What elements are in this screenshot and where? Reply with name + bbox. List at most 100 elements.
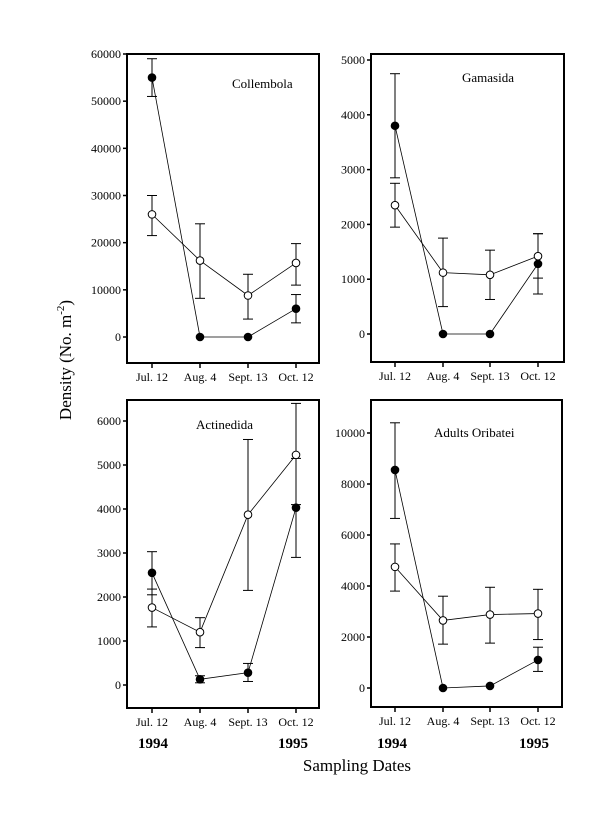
data-point-filled: [438, 329, 448, 339]
x-tick-label: Oct. 12: [278, 370, 313, 384]
x-tick-label: Sept. 13: [470, 714, 509, 728]
series-line-open: [151, 214, 297, 296]
data-point-open: [390, 200, 400, 210]
x-tick-label: Sept. 13: [228, 715, 267, 729]
y-axis-title-main: Density (No. m: [56, 315, 75, 420]
data-point-open: [147, 603, 157, 612]
data-point-open: [485, 270, 495, 280]
year-label-1994-left: 1994: [138, 736, 169, 752]
y-tick-label: 30000: [91, 189, 121, 203]
y-tick-label: 5000: [97, 458, 121, 472]
x-tick-label: Oct. 12: [520, 369, 555, 383]
y-tick-label: 0: [359, 327, 365, 341]
panel-gamasida: 0 1000 2000 3000 4000 5000 Jul. 12 Aug. 4 Sept. …: [341, 53, 565, 383]
series-line-filled: [394, 469, 539, 689]
year-label-1995-right: 1995: [519, 736, 549, 752]
y-tick-label: 0: [359, 681, 365, 695]
data-point-open: [243, 510, 253, 520]
y-tick-label: 10000: [91, 283, 121, 297]
plot-frame: [126, 399, 320, 709]
data-point-filled: [243, 668, 253, 677]
series-line-open: [394, 204, 539, 276]
y-tick-label: 5000: [341, 53, 365, 67]
series-line-open: [151, 454, 297, 633]
y-tick-label: 6000: [97, 414, 121, 428]
data-point-filled: [147, 73, 157, 82]
data-point-filled: [195, 332, 205, 342]
x-tick-label: Jul. 12: [379, 369, 411, 383]
data-point-open: [533, 609, 543, 618]
data-point-filled: [533, 655, 543, 665]
y-tick-label: 2000: [97, 590, 121, 604]
x-tick-label: Sept. 13: [470, 369, 509, 383]
series-line-filled: [151, 77, 297, 338]
data-point-open: [291, 450, 301, 460]
series-line-filled: [151, 507, 297, 680]
y-axis-title-sup: -2: [55, 306, 67, 315]
y-tick-label: 1000: [341, 272, 365, 286]
panel-title: Collembola: [232, 76, 293, 91]
x-tick-label: Jul. 12: [379, 714, 411, 728]
panel-title: Actinedida: [196, 417, 253, 432]
data-point-open: [291, 258, 301, 268]
y-axis-title-close: ): [56, 300, 75, 306]
data-point-open: [195, 256, 205, 265]
x-tick-label: Jul. 12: [136, 715, 168, 729]
panel-title: Adults Oribatei: [434, 425, 515, 440]
y-tick-label: 3000: [341, 163, 365, 177]
y-tick-label: 4000: [97, 502, 121, 516]
x-tick-label: Jul. 12: [136, 370, 168, 384]
data-point-open: [533, 251, 543, 261]
data-point-open: [438, 268, 448, 277]
plot-frame: [370, 399, 563, 708]
y-tick-label: 4000: [341, 579, 365, 593]
data-point-filled: [485, 329, 495, 339]
panel-adults-oribatei: 0 2000 4000 6000 8000 10000 Jul. 12 Aug. 4 Sept.…: [335, 399, 563, 728]
data-point-filled: [390, 465, 400, 475]
year-label-1995-left: 1995: [278, 736, 308, 752]
y-tick-label: 40000: [91, 141, 121, 155]
y-tick-label: 1000: [97, 634, 121, 648]
x-tick-label: Oct. 12: [278, 715, 313, 729]
plot-frame: [370, 53, 565, 363]
y-tick-label: 60000: [91, 47, 121, 61]
y-tick-label: 50000: [91, 94, 121, 108]
data-point-open: [390, 562, 400, 572]
plot-frame: [126, 53, 320, 364]
data-point-filled: [390, 121, 400, 131]
y-axis-title: Density (No. m-2): [55, 300, 75, 420]
series-line-open: [394, 566, 539, 621]
y-tick-label: 4000: [341, 108, 365, 122]
year-label-1994-right: 1994: [377, 736, 408, 752]
x-tick-label: Oct. 12: [520, 714, 555, 728]
panel-collembola: 0 10000 20000 30000 40000 50000 60000 Jul. 12 Au…: [91, 47, 320, 384]
y-tick-label: 20000: [91, 236, 121, 250]
data-point-filled: [291, 503, 301, 512]
y-tick-label: 10000: [335, 426, 365, 440]
y-tick-label: 2000: [341, 217, 365, 231]
y-tick-label: 0: [115, 678, 121, 692]
y-tick-label: 6000: [341, 528, 365, 542]
x-tick-label: Aug. 4: [184, 370, 217, 384]
y-tick-label: 2000: [341, 630, 365, 644]
data-point-filled: [291, 304, 301, 314]
data-point-open: [485, 610, 495, 619]
y-tick-label: 3000: [97, 546, 121, 560]
x-tick-label: Aug. 4: [184, 715, 217, 729]
data-point-filled: [147, 568, 157, 578]
data-point-open: [438, 616, 448, 625]
data-point-filled: [533, 259, 543, 269]
data-point-filled: [195, 674, 205, 684]
y-tick-label: 0: [115, 330, 121, 344]
x-axis-title: Sampling Dates: [303, 756, 411, 775]
x-tick-label: Aug. 4: [427, 369, 460, 383]
data-point-filled: [438, 683, 448, 693]
panel-title: Gamasida: [462, 70, 514, 85]
series-line-filled: [394, 125, 539, 335]
data-point-open: [195, 627, 205, 637]
data-point-filled: [485, 681, 495, 691]
data-point-filled: [243, 332, 253, 342]
data-point-open: [243, 291, 253, 300]
x-tick-label: Aug. 4: [427, 714, 460, 728]
